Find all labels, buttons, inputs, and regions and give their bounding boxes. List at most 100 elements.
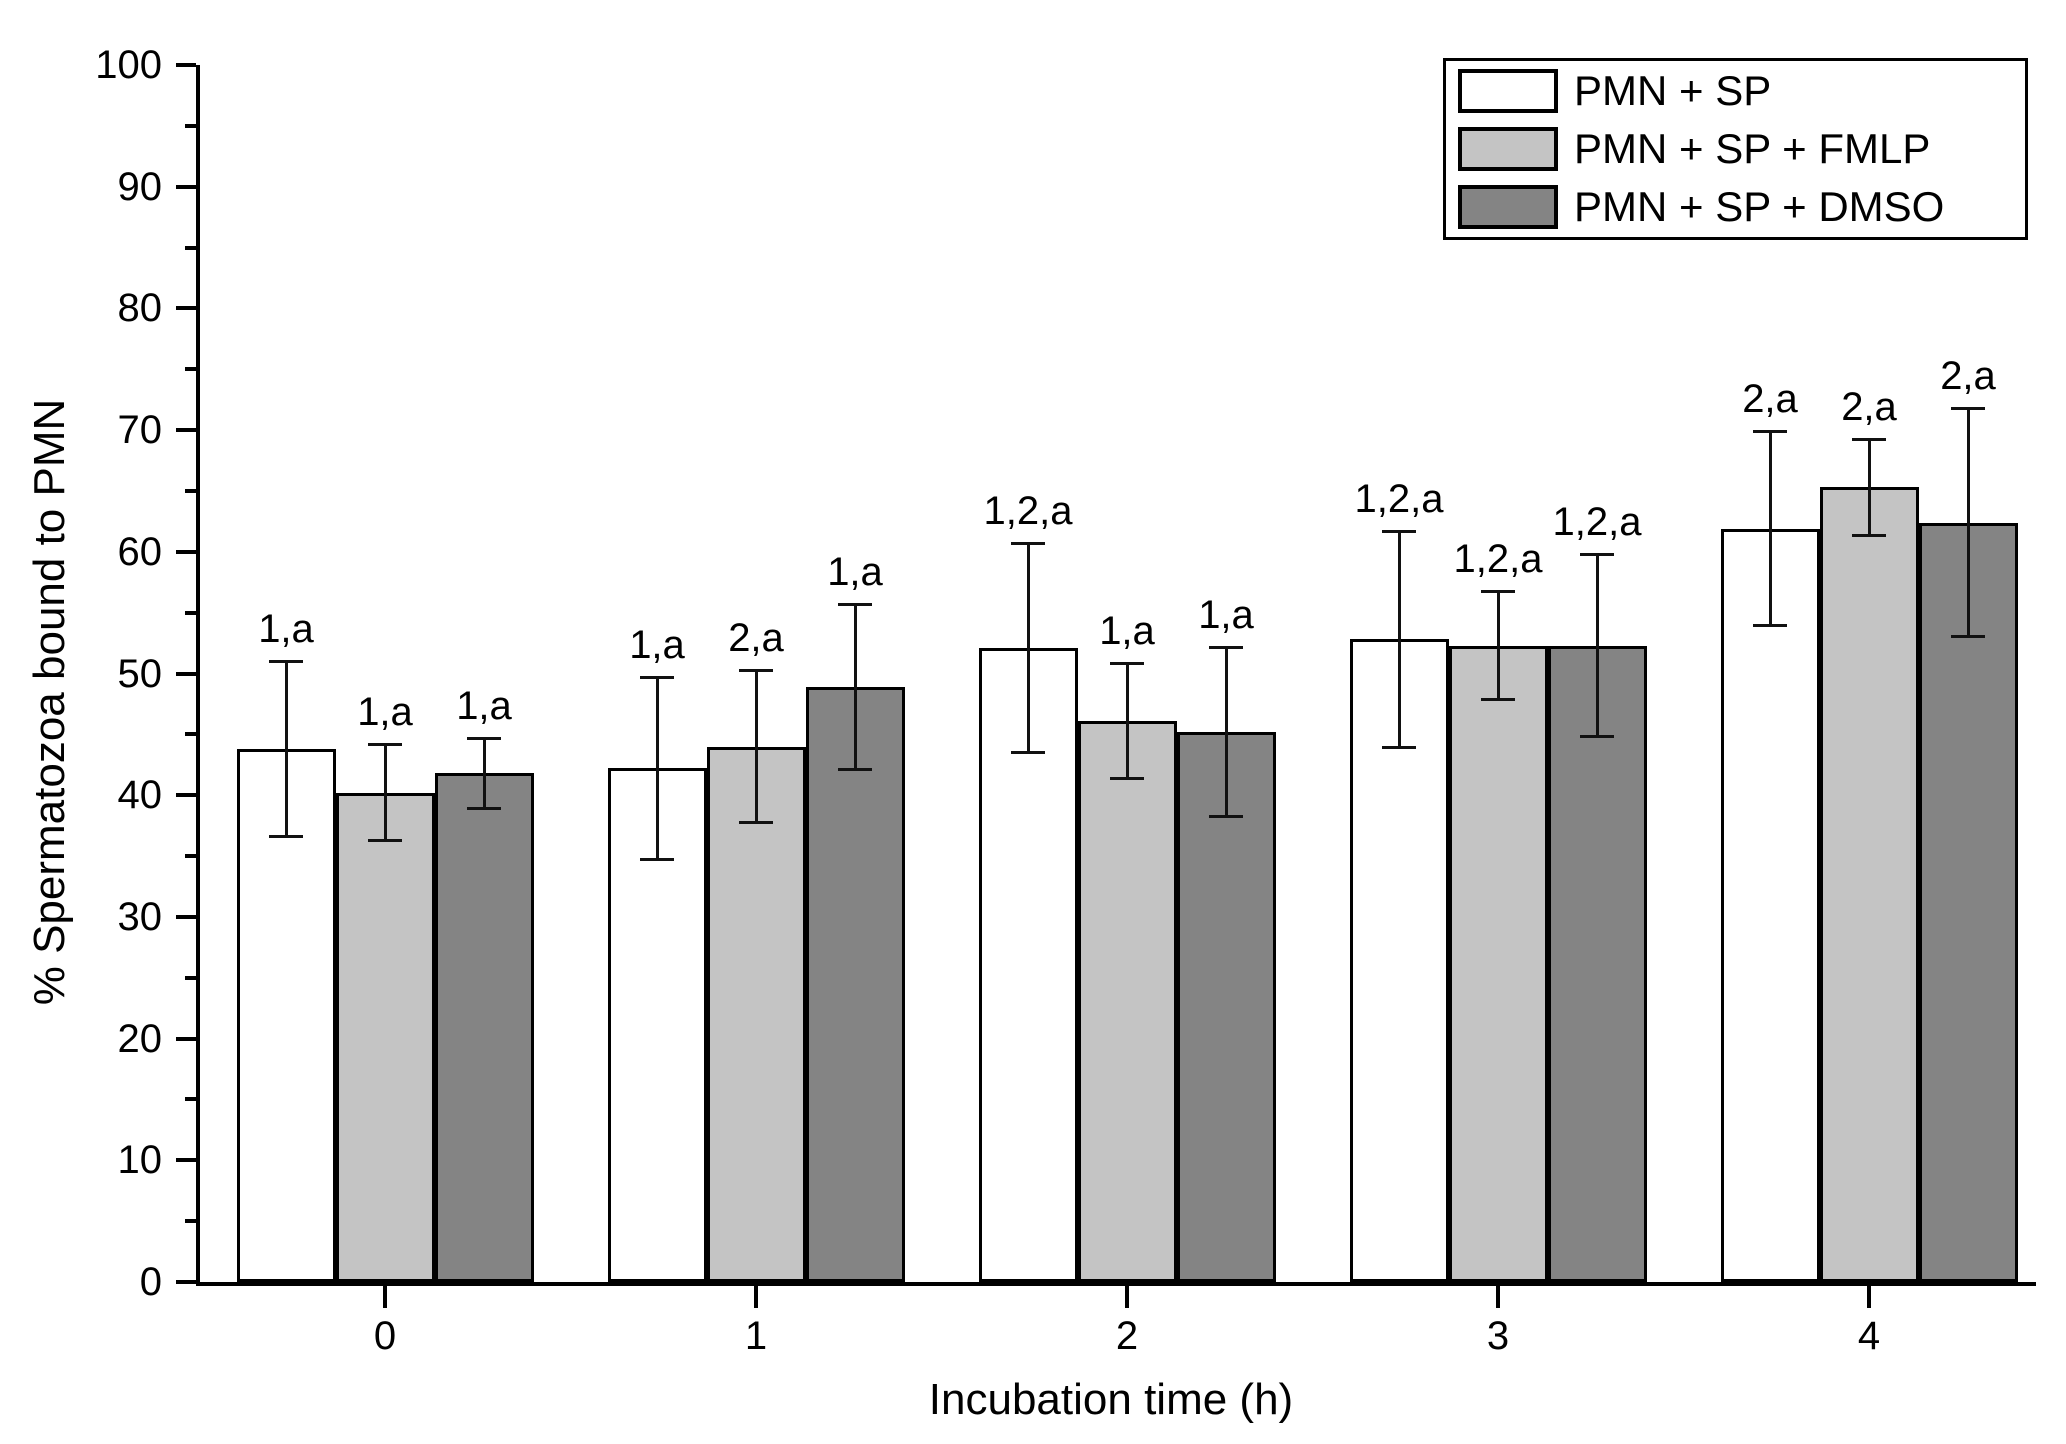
- bar-annotation: 1,a: [456, 684, 512, 729]
- legend-item: PMN + SP + DMSO: [1446, 178, 2025, 236]
- error-bar: [853, 604, 857, 770]
- y-major-tick: [176, 914, 196, 919]
- y-tick-label: 20: [117, 1016, 163, 1061]
- y-tick-label: 40: [117, 773, 163, 818]
- legend-item: PMN + SP: [1446, 62, 2025, 120]
- legend-swatch: [1458, 127, 1558, 171]
- bar-s1-c2: [1077, 720, 1177, 1282]
- y-axis-line: [196, 65, 200, 1286]
- y-minor-tick: [185, 245, 196, 250]
- x-tick-label: 2: [1115, 1314, 1139, 1358]
- bar-annotation: 1,2,a: [1552, 500, 1642, 545]
- legend-label: PMN + SP: [1574, 67, 1772, 114]
- y-tick-label: 90: [117, 164, 163, 209]
- bar-annotation: 1,2,a: [1453, 536, 1543, 581]
- error-bar: [1768, 431, 1772, 627]
- legend-item: PMN + SP + FMLP: [1446, 120, 2025, 178]
- y-major-tick: [176, 306, 196, 311]
- bar-annotation: 1,2,a: [1354, 477, 1444, 522]
- legend-label: PMN + SP + DMSO: [1574, 183, 1945, 230]
- error-bar-cap: [1011, 542, 1045, 546]
- y-major-tick: [176, 63, 196, 67]
- error-bar: [284, 661, 288, 837]
- y-minor-tick: [185, 732, 196, 737]
- error-bar-cap: [467, 737, 501, 740]
- y-major-tick: [176, 184, 196, 189]
- error-bar: [754, 669, 758, 824]
- error-bar-cap: [1852, 533, 1886, 537]
- legend-label: PMN + SP + FMLP: [1574, 125, 1931, 172]
- error-bar-cap: [1481, 589, 1515, 593]
- bar-s1-c0: [335, 792, 435, 1282]
- y-tick-label: 50: [117, 651, 163, 696]
- y-tick-label: 70: [117, 408, 163, 453]
- bar-annotation: 2,a: [1841, 384, 1897, 429]
- y-minor-tick: [185, 1097, 196, 1102]
- error-bar-cap: [1580, 553, 1614, 557]
- bar-s2-c4: [1918, 522, 2018, 1282]
- error-bar-cap: [1209, 645, 1243, 649]
- bar-s0-c3: [1349, 639, 1449, 1282]
- error-bar-cap: [640, 857, 674, 861]
- bar-s2-c0: [434, 773, 534, 1282]
- y-minor-tick: [185, 123, 196, 128]
- error-bar-cap: [1753, 430, 1787, 434]
- bar-annotation: 1,a: [1099, 608, 1155, 653]
- bar-s1-c1: [706, 746, 806, 1282]
- error-bar-cap: [269, 660, 303, 664]
- x-axis-line: [196, 1282, 2036, 1286]
- error-bar: [1595, 554, 1599, 737]
- y-tick-label: 80: [117, 286, 163, 331]
- x-axis-title: Incubation time (h): [928, 1375, 1294, 1424]
- x-tick: [1125, 1286, 1129, 1308]
- error-bar-cap: [1011, 750, 1045, 754]
- bar-annotation: 1,a: [827, 550, 883, 595]
- error-bar-cap: [1951, 407, 1985, 411]
- error-bar-cap: [1951, 634, 1985, 638]
- y-major-tick: [176, 428, 196, 433]
- bar-annotation: 1,a: [1198, 592, 1254, 637]
- error-bar-cap: [1382, 745, 1416, 749]
- error-bar-cap: [1209, 815, 1243, 819]
- error-bar: [1867, 438, 1871, 536]
- error-bar: [655, 677, 659, 860]
- bar-s0-c4: [1720, 528, 1820, 1282]
- error-bar-cap: [269, 834, 303, 838]
- y-major-tick: [176, 1036, 196, 1041]
- bar-annotation: 1,2,a: [983, 489, 1073, 534]
- x-tick: [754, 1286, 758, 1308]
- error-bar: [1224, 646, 1228, 818]
- bar-s2-c3: [1547, 645, 1647, 1282]
- error-bar: [1966, 408, 1970, 637]
- x-tick-label: 1: [744, 1314, 768, 1358]
- bar-annotation: 2,a: [1940, 354, 1996, 399]
- y-tick-label: 30: [117, 894, 163, 939]
- x-tick-label: 3: [1486, 1314, 1510, 1358]
- bar-s0-c0: [236, 748, 336, 1282]
- bar-s1-c4: [1819, 487, 1919, 1282]
- y-tick-label: 0: [139, 1260, 162, 1304]
- error-bar: [1397, 531, 1401, 748]
- error-bar: [383, 744, 387, 842]
- y-major-tick: [176, 549, 196, 554]
- y-minor-tick: [185, 367, 196, 372]
- bar-annotation: 1,a: [258, 607, 314, 652]
- y-minor-tick: [185, 1219, 196, 1224]
- bar-s2-c1: [805, 686, 905, 1282]
- x-tick: [1496, 1286, 1500, 1308]
- legend-swatch: [1458, 185, 1558, 229]
- error-bar-cap: [1382, 530, 1416, 534]
- error-bar-cap: [368, 839, 402, 843]
- error-bar-cap: [838, 767, 872, 771]
- error-bar-cap: [640, 676, 674, 680]
- x-tick: [383, 1286, 387, 1308]
- bar-s1-c3: [1448, 645, 1548, 1282]
- y-minor-tick: [185, 975, 196, 980]
- error-bar-cap: [467, 806, 501, 810]
- error-bar-cap: [739, 668, 773, 672]
- y-tick-label: 60: [117, 529, 163, 574]
- y-major-tick: [176, 1158, 196, 1163]
- legend: PMN + SP PMN + SP + FMLP PMN + SP + DMSO: [1443, 58, 2028, 240]
- error-bar-cap: [1852, 437, 1886, 441]
